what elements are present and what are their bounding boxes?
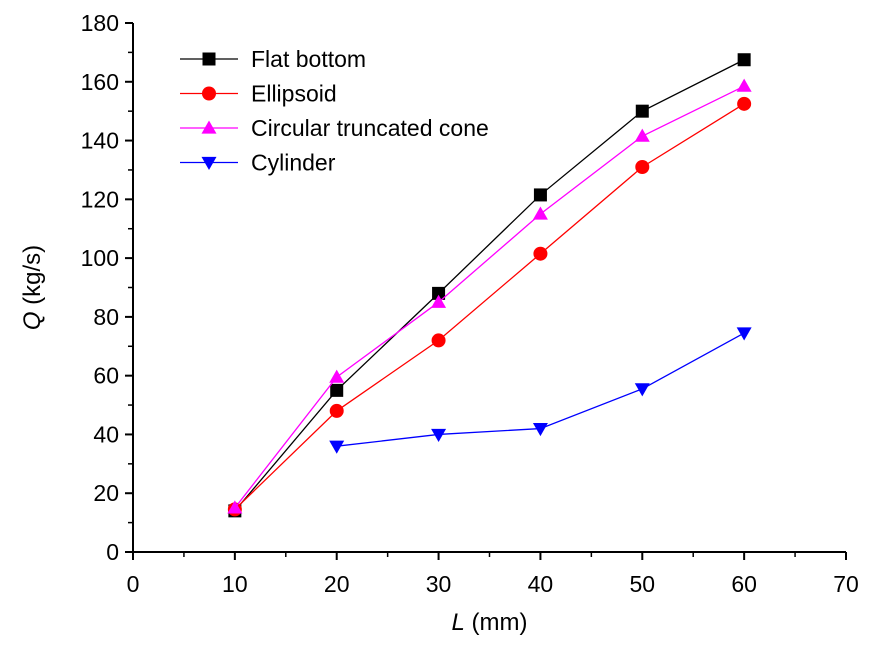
x-tick-label: 40 bbox=[528, 571, 554, 597]
x-tick-label: 20 bbox=[324, 571, 350, 597]
x-axis-unit: (mm) bbox=[465, 609, 528, 636]
data-point bbox=[330, 383, 344, 397]
data-point bbox=[329, 403, 344, 418]
y-tick-label: 180 bbox=[81, 10, 119, 36]
x-tick-label: 0 bbox=[127, 571, 140, 597]
legend-marker bbox=[202, 86, 216, 101]
data-point bbox=[533, 246, 548, 261]
data-point bbox=[329, 440, 345, 454]
legend-label: Flat bottom bbox=[251, 46, 366, 72]
data-point bbox=[432, 286, 446, 300]
series-cylinder bbox=[329, 327, 752, 454]
y-axis-label: Q (kg/s) bbox=[19, 245, 46, 330]
series-layer bbox=[227, 53, 752, 518]
x-tick-label: 10 bbox=[222, 571, 248, 597]
y-tick-label: 60 bbox=[93, 363, 119, 389]
y-tick-label: 0 bbox=[106, 539, 119, 565]
data-point bbox=[431, 333, 446, 348]
legend-item: Flat bottom bbox=[180, 46, 366, 72]
data-point bbox=[737, 96, 752, 111]
x-axis-label: L (mm) bbox=[452, 609, 528, 636]
data-point bbox=[737, 53, 751, 67]
series-line bbox=[234, 59, 745, 512]
series-circular-truncated-cone bbox=[227, 78, 752, 514]
legend-marker bbox=[201, 156, 217, 170]
data-point bbox=[532, 422, 548, 437]
legend-label: Circular truncated cone bbox=[251, 115, 489, 141]
data-point bbox=[736, 78, 752, 92]
data-point bbox=[634, 128, 650, 142]
y-tick-label: 160 bbox=[81, 69, 119, 95]
data-point bbox=[635, 104, 649, 118]
data-point bbox=[635, 160, 650, 175]
y-tick-label: 80 bbox=[93, 304, 119, 330]
x-axis-symbol: L bbox=[452, 609, 465, 636]
legend: Flat bottom Ellipsoid Circular truncated c… bbox=[180, 46, 489, 176]
data-point bbox=[532, 206, 548, 220]
data-point bbox=[431, 428, 447, 442]
y-tick-label: 20 bbox=[93, 480, 119, 506]
x-axis: 0 10 20 30 40 50 60 70 bbox=[127, 552, 859, 597]
legend-item: Ellipsoid bbox=[180, 81, 337, 107]
data-point bbox=[431, 294, 447, 308]
y-tick-label: 100 bbox=[81, 245, 119, 271]
data-point bbox=[533, 188, 547, 202]
data-point bbox=[227, 500, 243, 514]
y-axis: 0 20 40 60 80 100 120 140 160 180 bbox=[81, 10, 133, 565]
legend-item: Circular truncated cone bbox=[180, 115, 489, 141]
data-point bbox=[329, 369, 345, 383]
y-axis-unit: (kg/s) bbox=[19, 245, 46, 312]
x-tick-label: 30 bbox=[426, 571, 452, 597]
series-line bbox=[234, 85, 745, 509]
x-tick-label: 50 bbox=[629, 571, 655, 597]
data-point bbox=[736, 327, 752, 341]
y-axis-symbol: Q bbox=[19, 312, 46, 331]
legend-label: Ellipsoid bbox=[251, 81, 337, 107]
legend-marker bbox=[201, 120, 217, 134]
x-tick-label: 60 bbox=[731, 571, 757, 597]
x-tick-label: 70 bbox=[833, 571, 859, 597]
legend-item: Cylinder bbox=[180, 150, 336, 176]
legend-label: Cylinder bbox=[251, 150, 336, 176]
data-point bbox=[634, 383, 650, 397]
legend-marker bbox=[202, 52, 216, 66]
y-tick-label: 120 bbox=[81, 186, 119, 212]
y-tick-label: 140 bbox=[81, 128, 119, 154]
series-line bbox=[234, 103, 745, 510]
y-tick-label: 40 bbox=[93, 421, 119, 447]
